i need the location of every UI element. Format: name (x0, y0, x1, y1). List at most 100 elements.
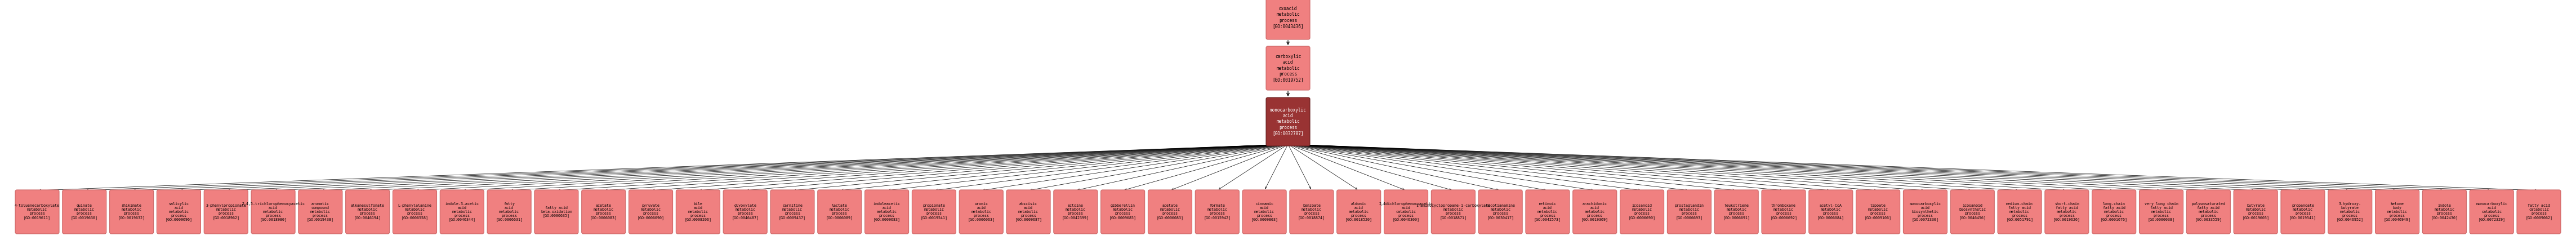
FancyBboxPatch shape (1432, 190, 1476, 234)
FancyBboxPatch shape (345, 190, 389, 234)
Text: carboxylic
acid
metabolic
process
[GO:0019752]: carboxylic acid metabolic process [GO:00… (1273, 54, 1303, 82)
Text: 2,4dichlorophenoxyacetic
acid
catabolic
process
[GO:0046300]: 2,4dichlorophenoxyacetic acid catabolic … (1378, 202, 1432, 222)
FancyBboxPatch shape (111, 190, 155, 234)
Text: acetyl-CoA
metabolic
process
[GO:0006084]: acetyl-CoA metabolic process [GO:0006084… (1816, 204, 1844, 220)
FancyBboxPatch shape (2470, 190, 2514, 234)
Text: lipoate
metabolic
process
[GO:0009106]: lipoate metabolic process [GO:0009106] (1865, 204, 1891, 220)
FancyBboxPatch shape (1291, 190, 1334, 234)
Text: gibberellin
metabolic
process
[GO:0009685]: gibberellin metabolic process [GO:000968… (1110, 204, 1136, 220)
Text: icosanoid
biosynthetic
process
[GO:0046456]: icosanoid biosynthetic process [GO:00464… (1958, 204, 1986, 220)
FancyBboxPatch shape (204, 190, 247, 234)
FancyBboxPatch shape (392, 190, 438, 234)
Text: polyunsaturated
fatty acid
metabolic
process
[GO:0033559]: polyunsaturated fatty acid metabolic pro… (2192, 202, 2226, 222)
Text: L-phenylalanine
metabolic
process
[GO:0006558]: L-phenylalanine metabolic process [GO:00… (397, 204, 433, 220)
Text: prostaglandin
metabolic
process
[GO:0006693]: prostaglandin metabolic process [GO:0006… (1674, 204, 1703, 220)
FancyBboxPatch shape (1265, 0, 1311, 39)
Text: monocarboxylic
acid
metabolic
process
[GO:0032787]: monocarboxylic acid metabolic process [G… (1270, 108, 1306, 136)
FancyBboxPatch shape (1667, 190, 1710, 234)
FancyBboxPatch shape (2329, 190, 2372, 234)
Text: acetate
metabolic
process
[GO:0006083]: acetate metabolic process [GO:0006083] (1157, 204, 1182, 220)
FancyBboxPatch shape (2187, 190, 2231, 234)
FancyBboxPatch shape (1620, 190, 1664, 234)
Text: nicotianamine
metabolic
process
[GO:0030417]: nicotianamine metabolic process [GO:0030… (1486, 204, 1515, 220)
FancyBboxPatch shape (1479, 190, 1522, 234)
Text: aromatic
compound
metabolic
process
[GO:0019438]: aromatic compound metabolic process [GO:… (307, 202, 335, 222)
FancyBboxPatch shape (866, 190, 909, 234)
FancyBboxPatch shape (1383, 190, 1427, 234)
FancyBboxPatch shape (1716, 190, 1759, 234)
FancyBboxPatch shape (1265, 46, 1311, 90)
FancyBboxPatch shape (817, 190, 860, 234)
Text: formate
metabolic
process
[GO:0015942]: formate metabolic process [GO:0015942] (1203, 204, 1231, 220)
Text: salicylic
acid
metabolic
process
[GO:0009696]: salicylic acid metabolic process [GO:000… (165, 202, 193, 222)
FancyBboxPatch shape (15, 190, 59, 234)
FancyBboxPatch shape (2375, 190, 2419, 234)
Text: thromboxane
metabolic
process
[GO:0006692]: thromboxane metabolic process [GO:000669… (1770, 204, 1798, 220)
Text: 1-aminocyclopropane-1-carboxylate
metabolic
process
[GO:0018871]: 1-aminocyclopropane-1-carboxylate metabo… (1417, 204, 1492, 220)
Text: lactate
metabolic
process
[GO:0006089]: lactate metabolic process [GO:0006089] (827, 204, 853, 220)
FancyBboxPatch shape (252, 190, 296, 234)
FancyBboxPatch shape (1195, 190, 1239, 234)
Text: monocarboxylic
acid
biosynthetic
process
[GO:0072330]: monocarboxylic acid biosynthetic process… (1909, 202, 1940, 222)
FancyBboxPatch shape (2138, 190, 2184, 234)
Text: aldonic
acid
metabolic
process
[GO:0018520]: aldonic acid metabolic process [GO:00185… (1345, 202, 1373, 222)
Text: fatty
acid
metabolic
process
[GO:0006631]: fatty acid metabolic process [GO:0006631… (495, 202, 523, 222)
FancyBboxPatch shape (533, 190, 580, 234)
Text: arachidonic
acid
metabolic
process
[GO:0019369]: arachidonic acid metabolic process [GO:0… (1582, 202, 1607, 222)
FancyBboxPatch shape (299, 190, 343, 234)
FancyBboxPatch shape (582, 190, 626, 234)
Text: indoleacetic
acid
metabolic
process
[GO:0009683]: indoleacetic acid metabolic process [GO:… (873, 202, 899, 222)
Text: 3-phenylpropionate
metabolic
process
[GO:0018962]: 3-phenylpropionate metabolic process [GO… (206, 204, 247, 220)
FancyBboxPatch shape (1950, 190, 1994, 234)
FancyBboxPatch shape (1904, 190, 1947, 234)
FancyBboxPatch shape (1857, 190, 1901, 234)
Text: icosanoid
metabolic
process
[GO:0006690]: icosanoid metabolic process [GO:0006690] (1628, 204, 1656, 220)
Text: medium-chain
fatty acid
metabolic
process
[GO:0051791]: medium-chain fatty acid metabolic proces… (2007, 202, 2032, 222)
Text: uronic
acid
metabolic
process
[GO:0006063]: uronic acid metabolic process [GO:000606… (969, 202, 994, 222)
Text: propanoate
metabolic
process
[GO:0019541]: propanoate metabolic process [GO:0019541… (2290, 204, 2316, 220)
FancyBboxPatch shape (958, 190, 1002, 234)
Text: indole
metabolic
process
[GO:0042430]: indole metabolic process [GO:0042430] (2432, 204, 2458, 220)
Text: alkanesulfonate
metabolic
process
[GO:0046194]: alkanesulfonate metabolic process [GO:00… (350, 204, 384, 220)
FancyBboxPatch shape (1054, 190, 1097, 234)
Text: indole-3-acetic
acid
metabolic
process
[GO:0046344]: indole-3-acetic acid metabolic process [… (446, 202, 479, 222)
Text: carnitine
metabolic
process
[GO:0009437]: carnitine metabolic process [GO:0009437] (778, 204, 806, 220)
FancyBboxPatch shape (62, 190, 106, 234)
Text: 4-toluenecarboxylate
metabolic
process
[GO:0019611]: 4-toluenecarboxylate metabolic process [… (15, 204, 59, 220)
Text: bile
acid
metabolic
process
[GO:0008206]: bile acid metabolic process [GO:0008206] (685, 202, 711, 222)
Text: ectoine
metabolic
process
[GO:0042399]: ectoine metabolic process [GO:0042399] (1061, 204, 1090, 220)
Text: retinoic
acid
metabolic
process
[GO:0042573]: retinoic acid metabolic process [GO:0042… (1535, 202, 1561, 222)
FancyBboxPatch shape (487, 190, 531, 234)
FancyBboxPatch shape (1007, 190, 1051, 234)
Text: pyruvate
metabolic
process
[GO:0006090]: pyruvate metabolic process [GO:0006090] (636, 204, 665, 220)
FancyBboxPatch shape (912, 190, 956, 234)
Text: 2,4,5-trichlorophenoxyacetic
acid
metabolic
process
[GO:0018980]: 2,4,5-trichlorophenoxyacetic acid metabo… (242, 202, 304, 222)
Text: benzoate
metabolic
process
[GO:0018874]: benzoate metabolic process [GO:0018874] (1298, 204, 1324, 220)
FancyBboxPatch shape (1808, 190, 1852, 234)
FancyBboxPatch shape (629, 190, 672, 234)
Text: cinnamic
acid
metabolic
process
[GO:0009803]: cinnamic acid metabolic process [GO:0009… (1252, 202, 1278, 222)
Text: 3-hydroxy-
butyrate
metabolic
process
[GO:0046952]: 3-hydroxy- butyrate metabolic process [G… (2336, 202, 2365, 222)
Text: butyrate
metabolic
process
[GO:0019605]: butyrate metabolic process [GO:0019605] (2241, 204, 2269, 220)
FancyBboxPatch shape (440, 190, 484, 234)
Text: propionate
metabolic
process
[GO:0019541]: propionate metabolic process [GO:0019541… (920, 204, 948, 220)
FancyBboxPatch shape (2421, 190, 2465, 234)
Text: acetate
metabolic
process
[GO:0006083]: acetate metabolic process [GO:0006083] (590, 204, 618, 220)
FancyBboxPatch shape (2092, 190, 2136, 234)
Text: shikimate
metabolic
process
[GO:0019632]: shikimate metabolic process [GO:0019632] (118, 204, 144, 220)
FancyBboxPatch shape (1242, 190, 1285, 234)
FancyBboxPatch shape (1100, 190, 1144, 234)
FancyBboxPatch shape (2233, 190, 2277, 234)
Text: leukotriene
metabolic
process
[GO:0006691]: leukotriene metabolic process [GO:000669… (1723, 204, 1749, 220)
Text: ketone
body
metabolic
process
[GO:0046949]: ketone body metabolic process [GO:004694… (2383, 202, 2411, 222)
Text: monocarboxylic
acid
catabolic
process
[GO:0072329]: monocarboxylic acid catabolic process [G… (2476, 202, 2506, 222)
FancyBboxPatch shape (1525, 190, 1569, 234)
FancyBboxPatch shape (1762, 190, 1806, 234)
FancyBboxPatch shape (675, 190, 719, 234)
FancyBboxPatch shape (1149, 190, 1193, 234)
Text: short-chain
fatty acid
metabolic
process
[GO:0019626]: short-chain fatty acid metabolic process… (2053, 202, 2081, 222)
FancyBboxPatch shape (1337, 190, 1381, 234)
Text: quinate
metabolic
process
[GO:0019630]: quinate metabolic process [GO:0019630] (72, 204, 98, 220)
FancyBboxPatch shape (1265, 97, 1311, 146)
FancyBboxPatch shape (2045, 190, 2089, 234)
